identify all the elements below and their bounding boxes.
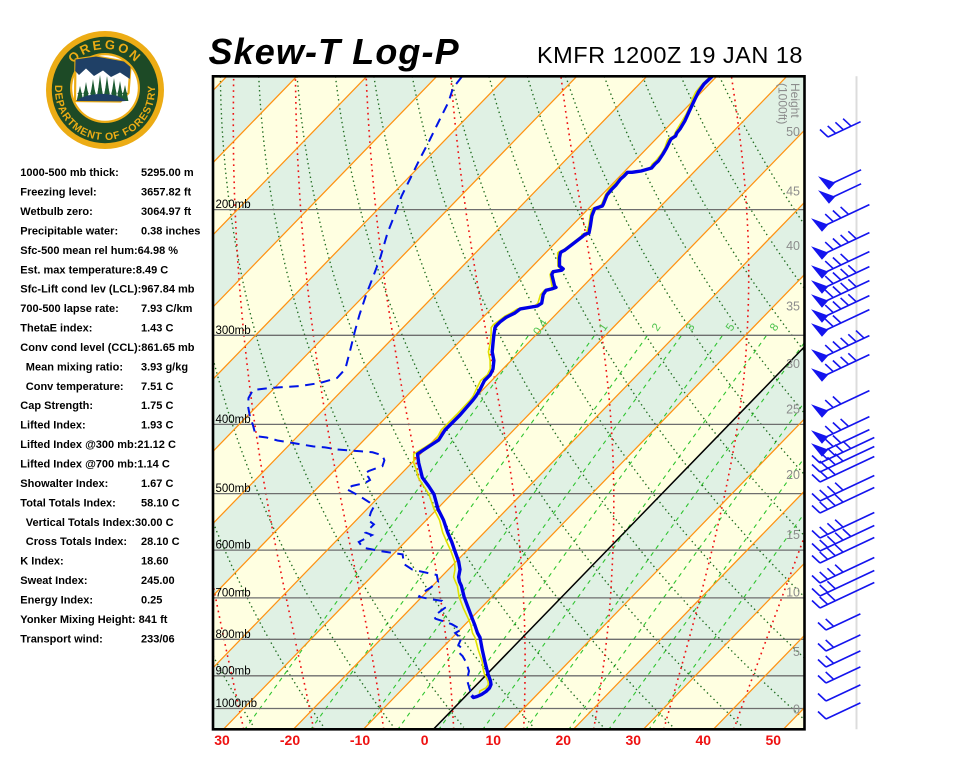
svg-text:20: 20 [556,732,572,748]
svg-text:Total Totals Index:: Total Totals Index: [20,497,116,509]
svg-text:20: 20 [786,468,800,482]
svg-text:Transport wind:: Transport wind: [20,633,103,645]
svg-text:Lifted Index:: Lifted Index: [20,420,85,432]
svg-text:700mb: 700mb [216,587,251,599]
svg-text:245.00: 245.00 [141,575,175,587]
svg-text:1.75 C: 1.75 C [141,400,173,412]
svg-text:Vertical Totals Index:30.00 C: Vertical Totals Index:30.00 C [26,517,174,529]
svg-text:7.51 C: 7.51 C [141,381,173,393]
svg-text:-10: -10 [350,732,370,748]
svg-text:KMFR 1200Z 19 JAN 18: KMFR 1200Z 19 JAN 18 [537,42,803,68]
svg-text:5295.00 m: 5295.00 m [141,167,194,179]
svg-text:Conv temperature:: Conv temperature: [26,381,124,393]
svg-text:10: 10 [486,732,502,748]
svg-text:Skew-T Log-P: Skew-T Log-P [209,31,460,72]
svg-text:3064.97 ft: 3064.97 ft [141,206,191,218]
svg-text:Sfc-Lift cond lev (LCL):967.84: Sfc-Lift cond lev (LCL):967.84 mb [20,284,194,296]
svg-text:50: 50 [766,732,782,748]
svg-text:K Index:: K Index: [20,556,63,568]
svg-text:25: 25 [786,403,800,417]
svg-text:Freezing level:: Freezing level: [20,187,96,199]
svg-text:1.43 C: 1.43 C [141,323,173,335]
svg-text:40: 40 [786,239,800,253]
svg-text:Sfc-500 mean rel hum:64.98 %: Sfc-500 mean rel hum:64.98 % [20,245,178,257]
svg-text:300mb: 300mb [216,325,251,337]
svg-text:Lifted Index @700 mb:1.14 C: Lifted Index @700 mb:1.14 C [20,459,170,471]
svg-text:900mb: 900mb [216,665,251,677]
svg-text:30: 30 [786,357,800,371]
svg-text:1000mb: 1000mb [216,698,258,710]
svg-text:30: 30 [214,732,230,748]
svg-text:800mb: 800mb [216,629,251,641]
svg-text:35: 35 [786,299,800,313]
svg-text:0.25: 0.25 [141,594,162,606]
svg-text:18.60: 18.60 [141,556,169,568]
svg-text:Wetbulb zero:: Wetbulb zero: [20,206,93,218]
svg-text:200mb: 200mb [216,199,251,211]
svg-text:Showalter Index:: Showalter Index: [20,478,108,490]
svg-text:30: 30 [626,732,642,748]
svg-text:0.38 inches: 0.38 inches [141,226,200,238]
svg-text:7.93 C/km: 7.93 C/km [141,303,193,315]
svg-text:Lifted Index @300 mb:21.12 C: Lifted Index @300 mb:21.12 C [20,439,176,451]
svg-text:3.93 g/kg: 3.93 g/kg [141,361,188,373]
svg-text:15: 15 [786,528,800,542]
svg-text:Mean mixing ratio:: Mean mixing ratio: [26,361,123,373]
svg-text:58.10 C: 58.10 C [141,497,180,509]
svg-text:3657.82 ft: 3657.82 ft [141,187,191,199]
svg-text:1.93 C: 1.93 C [141,420,173,432]
svg-text:Cap Strength:: Cap Strength: [20,400,93,412]
svg-text:Yonker Mixing Height: 841 ft: Yonker Mixing Height: 841 ft [20,614,167,626]
svg-text:0: 0 [793,702,800,716]
svg-text:0: 0 [421,732,429,748]
svg-text:28.10 C: 28.10 C [141,536,180,548]
svg-text:1.67 C: 1.67 C [141,478,173,490]
svg-text:Conv cond level (CCL):861.65 m: Conv cond level (CCL):861.65 mb [20,342,194,354]
svg-text:Cross Totals Index:: Cross Totals Index: [26,536,127,548]
svg-text:50: 50 [786,125,800,139]
svg-text:Est. max temperature:8.49 C: Est. max temperature:8.49 C [20,264,168,276]
svg-text:500mb: 500mb [216,483,251,495]
svg-text:600mb: 600mb [216,540,251,552]
svg-text:ThetaE index:: ThetaE index: [20,323,92,335]
svg-text:40: 40 [696,732,712,748]
svg-text:Energy Index:: Energy Index: [20,594,93,606]
svg-text:10: 10 [786,586,800,600]
svg-text:45: 45 [786,184,800,198]
svg-text:5: 5 [793,645,800,659]
svg-text:Sweat Index:: Sweat Index: [20,575,87,587]
svg-text:400mb: 400mb [216,414,251,426]
svg-text:700-500 lapse rate:: 700-500 lapse rate: [20,303,118,315]
svg-text:-20: -20 [280,732,300,748]
svg-text:Height(1000ft): Height(1000ft) [776,83,803,124]
svg-text:Precipitable water:: Precipitable water: [20,226,118,238]
svg-text:1000-500 mb thick:: 1000-500 mb thick: [20,167,118,179]
svg-text:233/06: 233/06 [141,633,175,645]
